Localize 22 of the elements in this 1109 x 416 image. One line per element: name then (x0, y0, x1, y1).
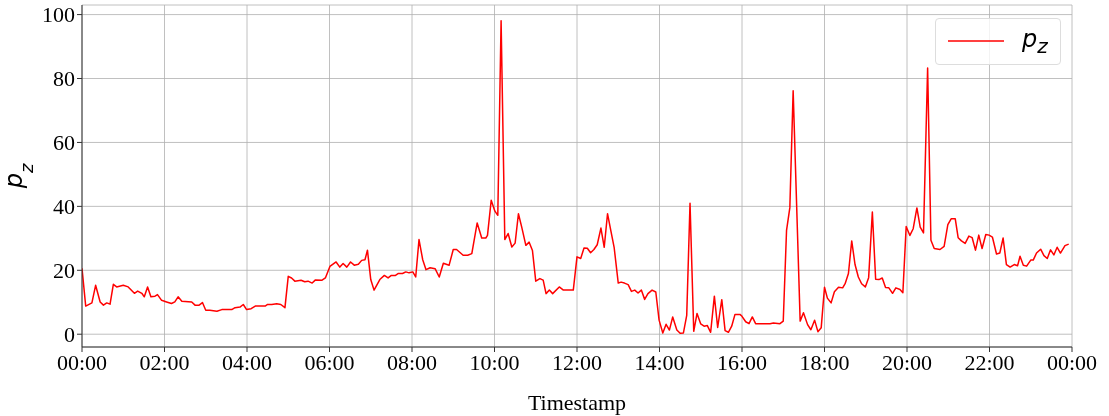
y-tick-label: 80 (53, 66, 75, 92)
x-tick-label: 10:00 (469, 349, 520, 375)
x-tick-label: 00:00 (56, 349, 108, 375)
legend-label: p$_{z}$ (1022, 25, 1048, 58)
x-tick-label: 18:00 (799, 349, 850, 375)
x-tick-label: 08:00 (386, 349, 438, 375)
y-tick-label: 0 (64, 322, 75, 348)
x-tick-label: 22:00 (964, 349, 1015, 375)
y-tick-label: 40 (53, 194, 75, 220)
x-axis-title: Timestamp (527, 390, 627, 415)
x-tick-label: 20:00 (881, 349, 933, 375)
x-tick-label: 00:00 (1046, 349, 1098, 375)
x-tick-label: 12:00 (551, 349, 603, 375)
x-tick-label: 14:00 (634, 349, 685, 375)
x-tick-label: 16:00 (716, 349, 768, 375)
x-tick-label: 04:00 (221, 349, 273, 375)
y-tick-label: 20 (53, 258, 75, 284)
line-series (82, 19, 1070, 335)
x-tick-label: 02:00 (139, 349, 190, 375)
y-tick-label: 100 (42, 2, 75, 28)
y-tick-label: 60 (53, 130, 75, 156)
x-tick-label: 06:00 (304, 349, 355, 375)
